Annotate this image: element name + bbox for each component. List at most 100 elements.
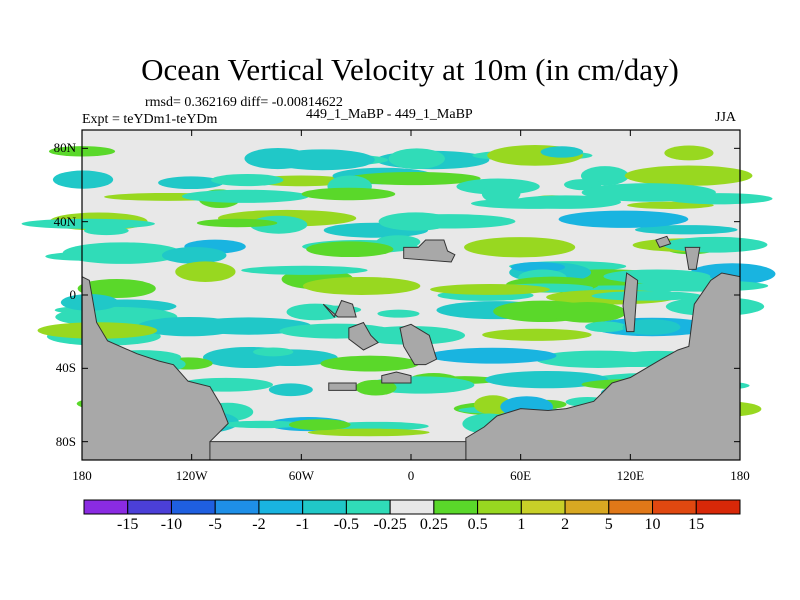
contour-blob: [388, 148, 445, 169]
contour-blob: [320, 355, 420, 372]
colorbar-label: -10: [160, 516, 183, 533]
contour-blob: [45, 252, 125, 261]
contour-blob: [430, 284, 550, 295]
contour-blob: [161, 246, 227, 264]
contour-blob: [622, 319, 681, 335]
contour-blob: [664, 145, 714, 161]
contour-blob: [535, 350, 661, 368]
y-tick-label: 80N: [53, 140, 76, 156]
colorbar-label: 0.25: [419, 516, 448, 533]
case-label: 449_1_MaBP - 449_1_MaBP: [306, 107, 473, 122]
colorbar-box: [389, 499, 435, 515]
land-island: [348, 321, 379, 351]
contour-blob: [158, 176, 224, 190]
land-island: [622, 272, 639, 333]
colorbar-box: [652, 499, 697, 515]
colorbar-label: 15: [688, 516, 705, 533]
contour-blob: [288, 419, 351, 431]
contour-blob: [77, 279, 156, 299]
land-island: [322, 299, 357, 318]
contour-blob: [302, 276, 421, 295]
colorbar-box: [83, 499, 129, 515]
stats-text: rmsd= 0.362169 diff= -0.00814622: [145, 95, 343, 110]
colorbar-box: [127, 499, 172, 515]
land-island: [655, 235, 672, 248]
colorbar-box: [302, 499, 347, 515]
x-tick-label: 60E: [510, 468, 532, 483]
season-label: JJA: [715, 110, 737, 125]
colorbar-box: [214, 499, 260, 515]
contour-blob: [241, 265, 368, 275]
contour-blob: [211, 173, 284, 187]
x-tick-label: 60W: [288, 468, 314, 483]
contour-blob: [510, 261, 566, 273]
land-west: [81, 275, 229, 461]
x-tick-label: 120W: [175, 468, 208, 483]
land-island: [399, 323, 438, 366]
colorbar-box: [564, 499, 610, 515]
x-tick-label: 180: [72, 468, 92, 483]
colorbar-box: [477, 499, 522, 515]
colorbar-box: [695, 499, 741, 515]
contour-blob: [624, 165, 753, 186]
contour-blob: [485, 370, 609, 389]
contour-blob: [347, 171, 481, 186]
colorbar-box: [258, 499, 304, 515]
contour-blob: [301, 187, 396, 201]
colorbar-label: -5: [208, 516, 222, 533]
contour-blob: [481, 183, 521, 204]
y-tick-label: 40S: [55, 360, 76, 376]
colorbar-box: [520, 499, 566, 515]
contour-blob: [377, 309, 420, 318]
contour-blob: [181, 189, 309, 203]
colorbar-label: 0.5: [467, 516, 488, 533]
colorbar-label: -0.25: [373, 516, 407, 533]
contour-blob: [286, 303, 344, 321]
contour-blob: [564, 179, 602, 191]
land-south: [209, 441, 467, 461]
chart-title: Ocean Vertical Velocity at 10m (in cm/da…: [141, 52, 679, 87]
colorbar-box: [170, 499, 216, 515]
colorbar-label: -2: [252, 516, 266, 533]
x-tick-label: 180: [730, 468, 750, 483]
contour-blob: [21, 218, 155, 229]
colorbar-label: 2: [561, 516, 570, 533]
colorbar-box: [345, 499, 391, 515]
contour-blob: [540, 146, 584, 158]
colorbar-box: [608, 499, 654, 515]
colorbar-label: -15: [117, 516, 139, 533]
contour-blob: [464, 237, 576, 258]
contour-blob: [137, 316, 242, 337]
contour-blob: [482, 328, 592, 341]
contour-blob: [324, 421, 429, 431]
y-tick-label: 80S: [55, 433, 76, 449]
contour-blob: [196, 218, 278, 228]
colorbar-box: [433, 499, 479, 515]
contour-blob: [548, 302, 627, 323]
contour-blob: [175, 261, 236, 282]
land-island: [328, 382, 357, 391]
land-island: [381, 371, 412, 384]
colorbar-label: 1: [517, 516, 526, 533]
contour-blob: [634, 225, 738, 235]
y-tick-label: 0: [69, 287, 77, 302]
contour-blob: [307, 428, 430, 437]
contour-blob: [253, 347, 294, 357]
contour-blob: [591, 291, 702, 301]
y-tick-label: 40N: [53, 213, 76, 229]
contour-blob: [220, 420, 306, 429]
contour-blob: [633, 280, 769, 292]
x-tick-label: 120E: [616, 468, 645, 483]
contour-blob: [270, 149, 375, 171]
contour-blob: [585, 321, 627, 333]
contour-blob: [378, 212, 453, 231]
colorbar-label: 5: [604, 516, 613, 533]
colorbar-label: -0.5: [333, 516, 360, 533]
contour-blob: [306, 241, 394, 258]
contour-blob: [428, 347, 557, 364]
contour-blob: [581, 183, 716, 202]
land-island: [403, 239, 456, 263]
contour-blob: [663, 236, 768, 253]
contour-blob: [355, 379, 397, 396]
